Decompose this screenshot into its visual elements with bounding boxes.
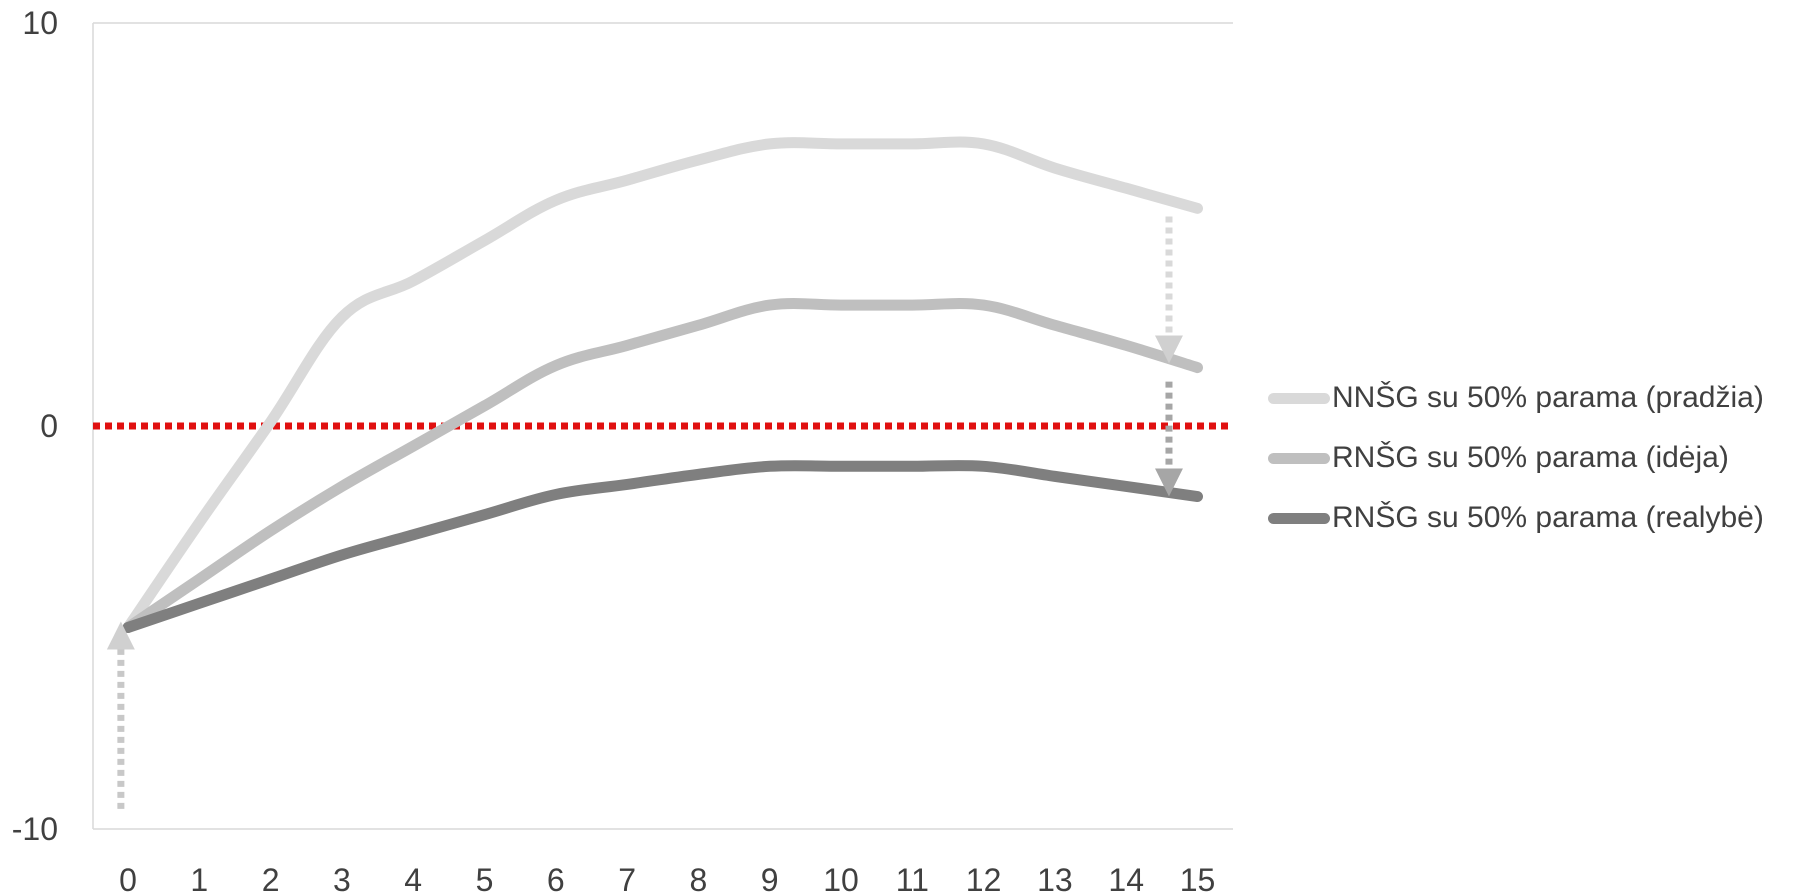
series-line-0: [122, 136, 1203, 633]
legend-item-ideja: RNŠG su 50% parama (idėja): [1268, 428, 1764, 488]
x-tick-label: 9: [761, 862, 779, 895]
x-tick-label: 14: [1108, 862, 1144, 895]
y-tick-label: 0: [40, 408, 58, 444]
legend-label-pradzia: NNŠG su 50% parama (pradžia): [1332, 381, 1764, 414]
x-tick-label: 12: [966, 862, 1002, 895]
legend-item-pradzia: NNŠG su 50% parama (pradžia): [1268, 368, 1764, 428]
y-tick-label: 10: [22, 5, 58, 41]
series-line-1: [122, 297, 1203, 633]
legend-item-realybe: RNŠG su 50% parama (realybė): [1268, 488, 1764, 548]
x-tick-label: 10: [823, 862, 859, 895]
legend-swatch-pradzia: [1268, 392, 1330, 404]
x-tick-label: 5: [476, 862, 494, 895]
legend: NNŠG su 50% parama (pradžia) RNŠG su 50%…: [1268, 368, 1764, 548]
x-tick-label: 15: [1180, 862, 1216, 895]
x-tick-label: 7: [618, 862, 636, 895]
annotation-layer: [106, 216, 1183, 809]
legend-swatch-ideja: [1268, 452, 1330, 464]
x-tick-label: 13: [1037, 862, 1073, 895]
series-layer: [122, 136, 1203, 633]
x-tick-label: 3: [333, 862, 351, 895]
x-tick-label: 6: [547, 862, 565, 895]
x-tick-label: 8: [690, 862, 708, 895]
series-line-2: [122, 459, 1203, 633]
legend-label-ideja: RNŠG su 50% parama (idėja): [1332, 441, 1729, 474]
y-tick-label: -10: [12, 811, 58, 847]
x-tick-label: 4: [404, 862, 422, 895]
legend-swatch-realybe: [1268, 512, 1330, 524]
x-tick-label: 11: [896, 862, 929, 895]
x-tick-label: 1: [190, 862, 208, 895]
legend-label-realybe: RNŠG su 50% parama (realybė): [1332, 501, 1764, 534]
x-tick-label: 2: [262, 862, 280, 895]
x-tick-label: 0: [119, 862, 137, 895]
